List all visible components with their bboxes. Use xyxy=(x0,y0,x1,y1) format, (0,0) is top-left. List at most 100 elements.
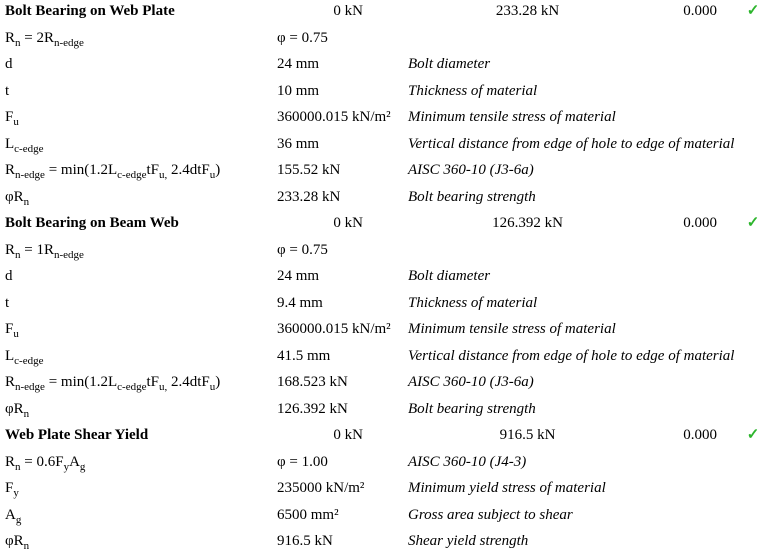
calc-row: φRn 126.392 kN Bolt bearing strength xyxy=(0,398,773,425)
section-header-row: Bolt Bearing on Web Plate 0 kN 233.28 kN… xyxy=(0,0,773,27)
section-capacity-value: 126.392 kN xyxy=(492,215,563,231)
calc-row: Rn = 1Rn-edge φ = 0.75 xyxy=(0,239,773,266)
subscript-segment: n-edge xyxy=(15,169,45,181)
subscript-segment: n xyxy=(23,195,30,208)
variable-value: 24 mm xyxy=(277,56,320,72)
variable-label: Lc-edge xyxy=(0,345,277,370)
subscript-segment: u, xyxy=(158,381,168,393)
variable-description xyxy=(405,27,773,30)
text-segment: = 0.6F xyxy=(20,453,64,470)
variable-description: AISC 360-10 (J3-6a) xyxy=(408,374,534,390)
variable-description: Bolt diameter xyxy=(408,56,491,72)
variable-label: φRn xyxy=(0,186,277,211)
spacer xyxy=(363,0,455,3)
variable-value: 36 mm xyxy=(277,135,320,152)
text-segment: F xyxy=(5,109,14,125)
subscript-segment: n xyxy=(23,540,30,552)
calc-row: Lc-edge 36 mm Vertical distance from edg… xyxy=(0,133,773,160)
variable-value: 24 mm xyxy=(277,268,320,284)
variable-description: Vertical distance from edge of hole to e… xyxy=(408,135,735,152)
section-header-row: Bolt Bearing on Beam Web 0 kN 126.392 kN… xyxy=(0,212,773,239)
variable-label: Rn = 1Rn-edge xyxy=(0,239,277,264)
calc-row: Ag 6500 mm² Gross area subject to shear xyxy=(0,504,773,531)
variable-value: φ = 1.00 xyxy=(277,453,328,470)
subscript-segment: u xyxy=(13,116,19,128)
calc-row: φRn 233.28 kN Bolt bearing strength xyxy=(0,186,773,213)
text-segment: A xyxy=(5,506,16,523)
text-segment: t xyxy=(5,82,10,99)
variable-description: AISC 360-10 (J4-3) xyxy=(408,453,527,470)
pass-check-icon: ✓ xyxy=(746,3,760,19)
variable-label: Rn = 2Rn-edge xyxy=(0,27,277,52)
subscript-segment: n xyxy=(15,248,21,261)
text-segment: 2.4dtF xyxy=(167,374,210,390)
variable-label: Fy xyxy=(0,477,277,502)
variable-label: d xyxy=(0,265,277,285)
variable-description: Minimum yield stress of material xyxy=(408,480,606,496)
section-capacity-value: 916.5 kN xyxy=(499,427,556,443)
text-segment: = 2R xyxy=(20,29,54,46)
pass-check-icon: ✓ xyxy=(746,215,760,231)
variable-description: Thickness of material xyxy=(408,294,538,311)
section-utilization-ratio: 0.000 xyxy=(683,215,717,231)
text-segment: t xyxy=(5,294,10,311)
calc-row: t 10 mm Thickness of material xyxy=(0,80,773,107)
text-segment: R xyxy=(5,241,16,258)
subscript-segment: n xyxy=(23,407,30,420)
text-segment: ) xyxy=(215,162,221,178)
text-segment: = min(1.2L xyxy=(44,162,118,178)
section-demand-value: 0 kN xyxy=(333,3,363,19)
calc-row: Fu 360000.015 kN/m² Minimum tensile stre… xyxy=(0,318,773,345)
section-status-cell: ✓ xyxy=(717,0,773,20)
variable-label: Rn-edge = min(1.2Lc-edgetFu, 2.4dtFu) xyxy=(0,371,277,396)
variable-value: φ = 0.75 xyxy=(277,241,328,258)
text-segment: R xyxy=(5,374,16,390)
variable-description: AISC 360-10 (J3-6a) xyxy=(408,162,534,178)
text-segment: φR xyxy=(5,533,24,549)
spacer xyxy=(600,424,640,427)
section-demand-value: 0 kN xyxy=(333,215,363,231)
section-status-cell: ✓ xyxy=(717,212,773,232)
variable-label: Ag xyxy=(0,504,277,529)
section-header-row: Web Plate Shear Yield 0 kN 916.5 kN 0.00… xyxy=(0,424,773,451)
section-utilization-ratio: 0.000 xyxy=(683,427,717,443)
variable-description: Thickness of material xyxy=(408,82,538,99)
subscript-segment: u xyxy=(209,169,216,181)
variable-description: Minimum tensile stress of material xyxy=(408,109,616,125)
subscript-segment: n-edge xyxy=(53,248,84,261)
variable-label: Rn = 0.6FyAg xyxy=(0,451,277,476)
subscript-segment: u xyxy=(209,381,216,393)
variable-value: 168.523 kN xyxy=(277,374,348,390)
subscript-segment: u xyxy=(13,328,19,340)
text-segment: d xyxy=(5,268,13,284)
calc-row: φRn 916.5 kN Shear yield strength xyxy=(0,530,773,557)
variable-description: Vertical distance from edge of hole to e… xyxy=(408,347,735,364)
variable-description: Shear yield strength xyxy=(408,533,529,549)
text-segment: = 1R xyxy=(20,241,54,258)
variable-label: φRn xyxy=(0,530,277,555)
text-segment: = min(1.2L xyxy=(44,374,118,390)
variable-description: Minimum tensile stress of material xyxy=(408,321,616,337)
subscript-segment: g xyxy=(15,513,22,526)
text-segment: tF xyxy=(146,374,159,390)
text-segment: A xyxy=(69,453,80,470)
variable-value: 235000 kN/m² xyxy=(277,480,365,496)
spacer xyxy=(363,212,455,215)
text-segment: F xyxy=(5,480,14,496)
subscript-segment: c-edge xyxy=(117,381,147,393)
variable-value: 126.392 kN xyxy=(277,400,348,417)
subscript-segment: y xyxy=(63,460,70,473)
section-status-cell: ✓ xyxy=(717,424,773,444)
text-segment: R xyxy=(5,29,16,46)
subscript-segment: n xyxy=(15,460,21,473)
text-segment: R xyxy=(5,162,16,178)
variable-description: Bolt bearing strength xyxy=(408,400,536,417)
subscript-segment: g xyxy=(79,460,86,473)
section-capacity-value: 233.28 kN xyxy=(495,3,560,19)
calc-row: t 9.4 mm Thickness of material xyxy=(0,292,773,319)
variable-label: Lc-edge xyxy=(0,133,277,158)
section-title: Web Plate Shear Yield xyxy=(5,427,149,443)
calc-row: Fy 235000 kN/m² Minimum yield stress of … xyxy=(0,477,773,504)
variable-value: 10 mm xyxy=(277,82,320,99)
subscript-segment: n-edge xyxy=(53,36,84,49)
